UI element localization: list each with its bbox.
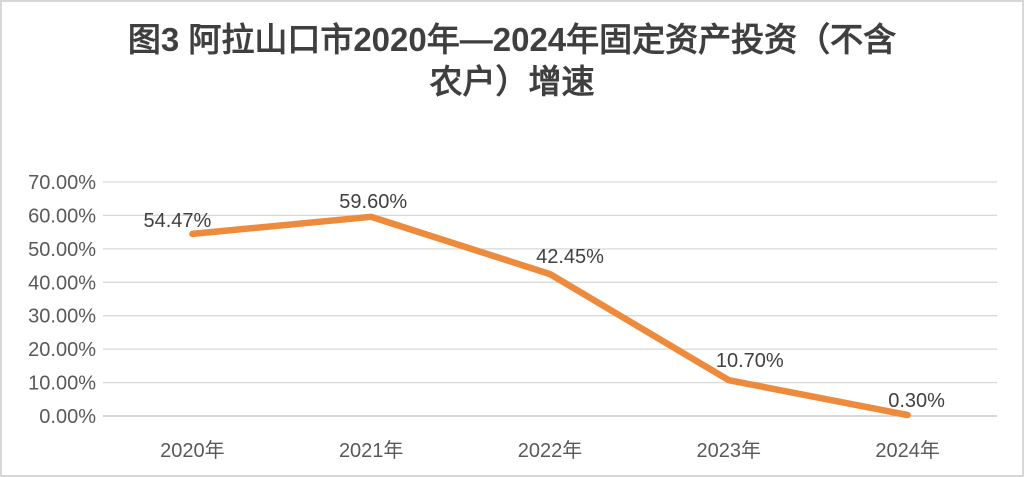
x-axis-tick-label: 2020年 — [160, 439, 225, 462]
x-axis-tick-label: 2022年 — [518, 439, 583, 462]
data-label: 54.47% — [143, 210, 211, 232]
chart-title: 图3 阿拉山口市2020年—2024年固定资产投资（不含 农户）增速 — [0, 19, 1024, 103]
y-axis-tick-label: 50.00% — [28, 239, 96, 261]
y-axis-tick-label: 40.00% — [28, 272, 96, 294]
x-axis-tick-label: 2024年 — [875, 439, 940, 462]
y-axis-tick-label: 20.00% — [28, 339, 96, 361]
chart-title-line2: 农户）增速 — [429, 63, 595, 100]
x-axis-tick-label: 2023年 — [697, 439, 762, 462]
y-axis-tick-label: 30.00% — [28, 306, 96, 328]
chart-title-line1: 图3 阿拉山口市2020年—2024年固定资产投资（不含 — [127, 21, 897, 58]
x-axis-tick-label: 2021年 — [339, 439, 404, 462]
y-axis-tick-label: 70.00% — [28, 172, 96, 194]
data-label: 59.60% — [339, 191, 407, 213]
data-label: 42.45% — [536, 246, 604, 268]
data-label: 0.30% — [888, 390, 945, 412]
data-label: 10.70% — [716, 350, 784, 372]
y-axis-tick-label: 60.00% — [28, 205, 96, 227]
series-line — [189, 213, 911, 419]
y-axis-tick-label: 10.00% — [28, 373, 96, 395]
y-axis-tick-label: 0.00% — [39, 406, 96, 428]
